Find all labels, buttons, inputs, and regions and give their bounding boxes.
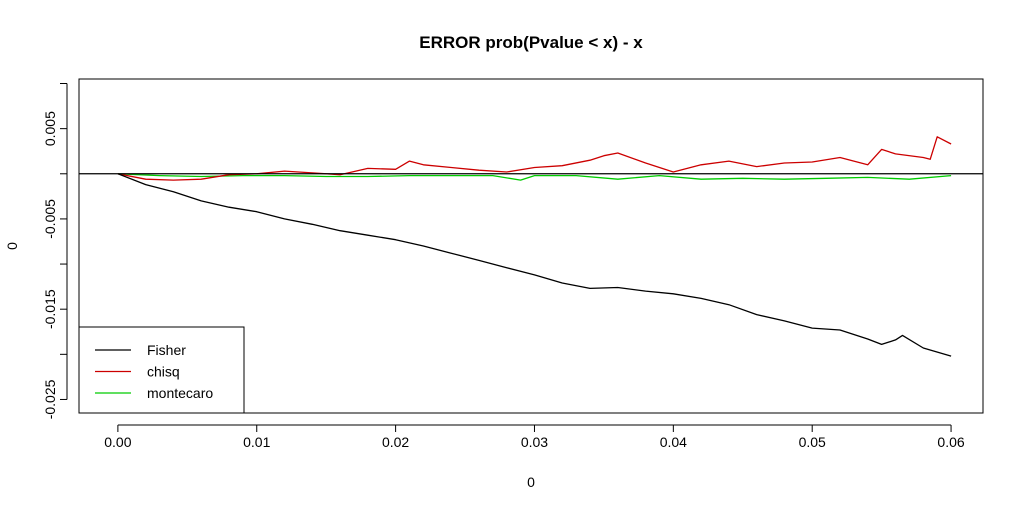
x-tick-label: 0.05 — [799, 434, 826, 450]
x-tick-label: 0.00 — [104, 434, 131, 450]
y-tick-label: -0.005 — [42, 199, 58, 239]
x-axis-label: 0 — [527, 474, 535, 490]
x-tick-label: 0.03 — [521, 434, 548, 450]
x-tick-label: 0.02 — [382, 434, 409, 450]
series-line-fisher — [117, 173, 952, 357]
x-axis: 0.00 0.01 0.02 0.03 0.04 0.05 0.06 — [104, 424, 965, 450]
y-axis: -0.025 -0.015 -0.005 0.005 — [42, 83, 68, 419]
x-tick-label: 0.04 — [660, 434, 687, 450]
legend: Fisher chisq montecaro — [78, 326, 245, 414]
x-tick-label: 0.01 — [243, 434, 270, 450]
legend-label: chisq — [147, 364, 180, 380]
series-line-montecaro — [117, 173, 952, 181]
y-tick-label: -0.015 — [42, 289, 58, 329]
plot-area — [79, 136, 983, 357]
legend-label: montecaro — [147, 385, 213, 401]
y-axis-label: 0 — [4, 242, 20, 250]
series-line-chisq — [117, 136, 952, 181]
x-tick-label: 0.06 — [937, 434, 964, 450]
plot-frame — [78, 78, 984, 414]
legend-label: Fisher — [147, 342, 186, 358]
chart-title: ERROR prob(Pvalue < x) - x — [419, 33, 643, 52]
y-tick-label: 0.005 — [42, 111, 58, 146]
y-tick-label: -0.025 — [42, 379, 58, 419]
legend-box — [78, 326, 245, 414]
